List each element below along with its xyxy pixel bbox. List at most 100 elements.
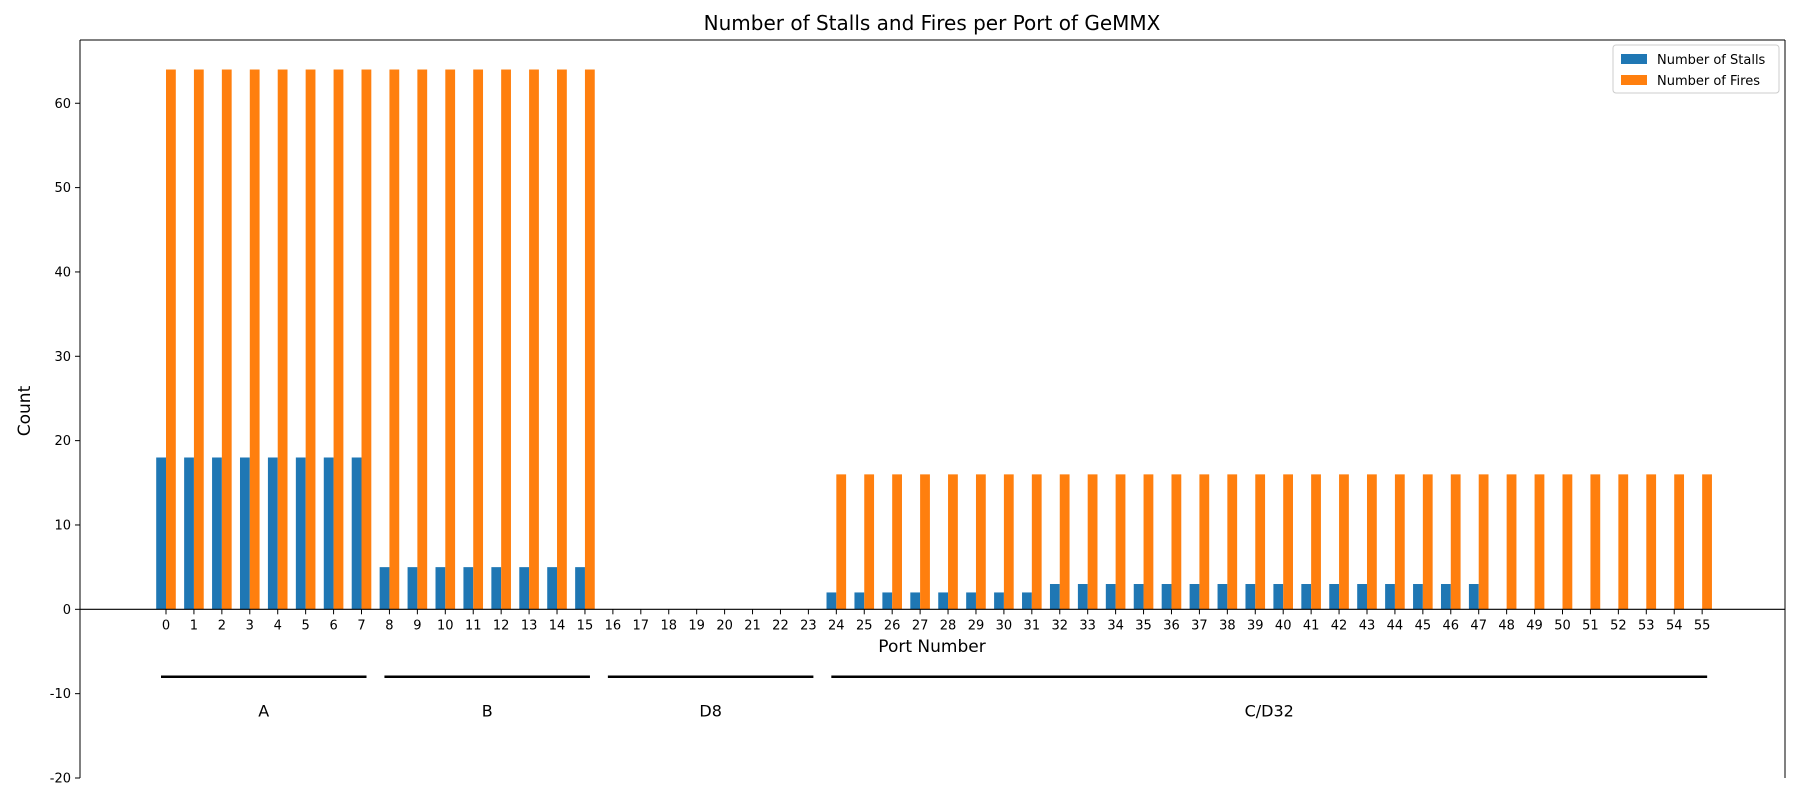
stalls-bar — [1022, 592, 1032, 610]
fires-bar — [948, 474, 958, 610]
y-tick-label: 20 — [54, 434, 71, 449]
fires-bar — [1143, 474, 1154, 610]
x-tick-label: 49 — [1526, 618, 1543, 633]
stalls-bar — [854, 592, 865, 610]
x-tick-label: 40 — [1275, 618, 1292, 633]
x-tick-label: 41 — [1303, 618, 1320, 633]
group-label: A — [258, 702, 269, 721]
stalls-bar — [212, 457, 222, 610]
legend-swatch-fires — [1621, 75, 1647, 85]
stalls-bar — [1105, 584, 1116, 610]
x-tick-label: 45 — [1415, 618, 1432, 633]
x-tick-label: 3 — [246, 618, 254, 633]
fires-bar — [1115, 474, 1126, 610]
chart-title: Number of Stalls and Fires per Port of G… — [704, 11, 1161, 35]
stalls-bar — [1049, 584, 1060, 610]
fires-bar — [1059, 474, 1070, 610]
x-tick-label: 34 — [1107, 618, 1124, 633]
fires-bar — [557, 69, 567, 610]
stalls-bar — [184, 457, 194, 610]
fires-bar — [305, 69, 316, 610]
x-tick-label: 42 — [1331, 618, 1348, 633]
x-tick-label: 6 — [329, 618, 337, 633]
fires-bar — [1646, 474, 1657, 610]
x-tick-label: 17 — [633, 618, 650, 633]
fires-bar — [1534, 474, 1545, 610]
legend-box — [1612, 44, 1780, 94]
stalls-bar — [379, 567, 390, 610]
x-tick-label: 28 — [940, 618, 957, 633]
stalls-bar — [575, 567, 585, 610]
x-tick-label: 48 — [1498, 618, 1515, 633]
fires-bar — [1422, 474, 1433, 610]
stalls-bar — [966, 592, 976, 610]
fires-bar — [892, 474, 902, 610]
stalls-bar — [1161, 584, 1172, 610]
fires-bar — [333, 69, 344, 610]
x-tick-label: 46 — [1443, 618, 1460, 633]
stalls-bar — [351, 457, 362, 610]
stalls-bar — [1273, 584, 1284, 610]
stalls-bar — [1189, 584, 1200, 610]
stalls-bar — [435, 567, 446, 610]
fires-bar — [1255, 474, 1266, 610]
fires-bar — [1283, 474, 1293, 610]
x-tick-label: 11 — [465, 618, 482, 633]
x-tick-label: 4 — [274, 618, 282, 633]
x-tick-label: 18 — [660, 618, 677, 633]
x-tick-label: 38 — [1219, 618, 1236, 633]
fires-bar — [1702, 474, 1712, 610]
fires-bar — [1394, 474, 1405, 610]
fires-bar — [1087, 474, 1098, 610]
x-tick-label: 54 — [1666, 618, 1683, 633]
x-tick-label: 33 — [1079, 618, 1096, 633]
fires-bar — [1227, 474, 1238, 610]
group-label: D8 — [699, 702, 722, 721]
x-axis-label: Port Number — [878, 637, 985, 657]
fires-bar — [836, 474, 847, 610]
x-tick-label: 7 — [357, 618, 365, 633]
fires-bar — [1618, 474, 1629, 610]
stalls-bar — [547, 567, 558, 610]
x-tick-label: 35 — [1135, 618, 1152, 633]
x-tick-label: 19 — [688, 618, 705, 633]
group-label: C/D32 — [1245, 702, 1294, 721]
fires-bar — [1031, 474, 1042, 610]
stalls-bar — [882, 592, 893, 610]
fires-bar — [1199, 474, 1210, 610]
x-tick-label: 13 — [521, 618, 538, 633]
legend-label-stalls: Number of Stalls — [1657, 53, 1766, 68]
stalls-bar — [994, 592, 1004, 610]
fires-bar — [417, 69, 428, 610]
fires-bar — [1366, 474, 1377, 610]
x-tick-label: 29 — [968, 618, 985, 633]
x-tick-label: 37 — [1191, 618, 1208, 633]
fires-bar — [864, 474, 875, 610]
x-tick-label: 20 — [716, 618, 733, 633]
fires-bar — [1339, 474, 1349, 610]
x-tick-label: 36 — [1163, 618, 1180, 633]
x-tick-label: 27 — [912, 618, 929, 633]
y-tick-label: 0 — [63, 603, 71, 618]
y-tick-label: 30 — [54, 350, 71, 365]
fires-bar — [584, 69, 595, 610]
fires-bar — [1171, 474, 1182, 610]
fires-bar — [920, 474, 930, 610]
x-tick-label: 1 — [190, 618, 198, 633]
fires-bar — [277, 69, 288, 610]
x-tick-label: 26 — [884, 618, 901, 633]
fires-bar — [1478, 474, 1489, 610]
stalls-bar — [1077, 584, 1088, 610]
stalls-bar — [1245, 584, 1256, 610]
x-tick-label: 25 — [856, 618, 873, 633]
group-label: B — [482, 702, 493, 721]
fires-bar — [361, 69, 372, 610]
fires-bar — [1003, 474, 1014, 610]
fires-bar — [1506, 474, 1517, 610]
fires-bar — [1450, 474, 1461, 610]
fires-bar — [1674, 474, 1685, 610]
fires-bar — [221, 69, 232, 610]
fires-bar — [249, 69, 260, 610]
legend-swatch-stalls — [1621, 54, 1647, 64]
